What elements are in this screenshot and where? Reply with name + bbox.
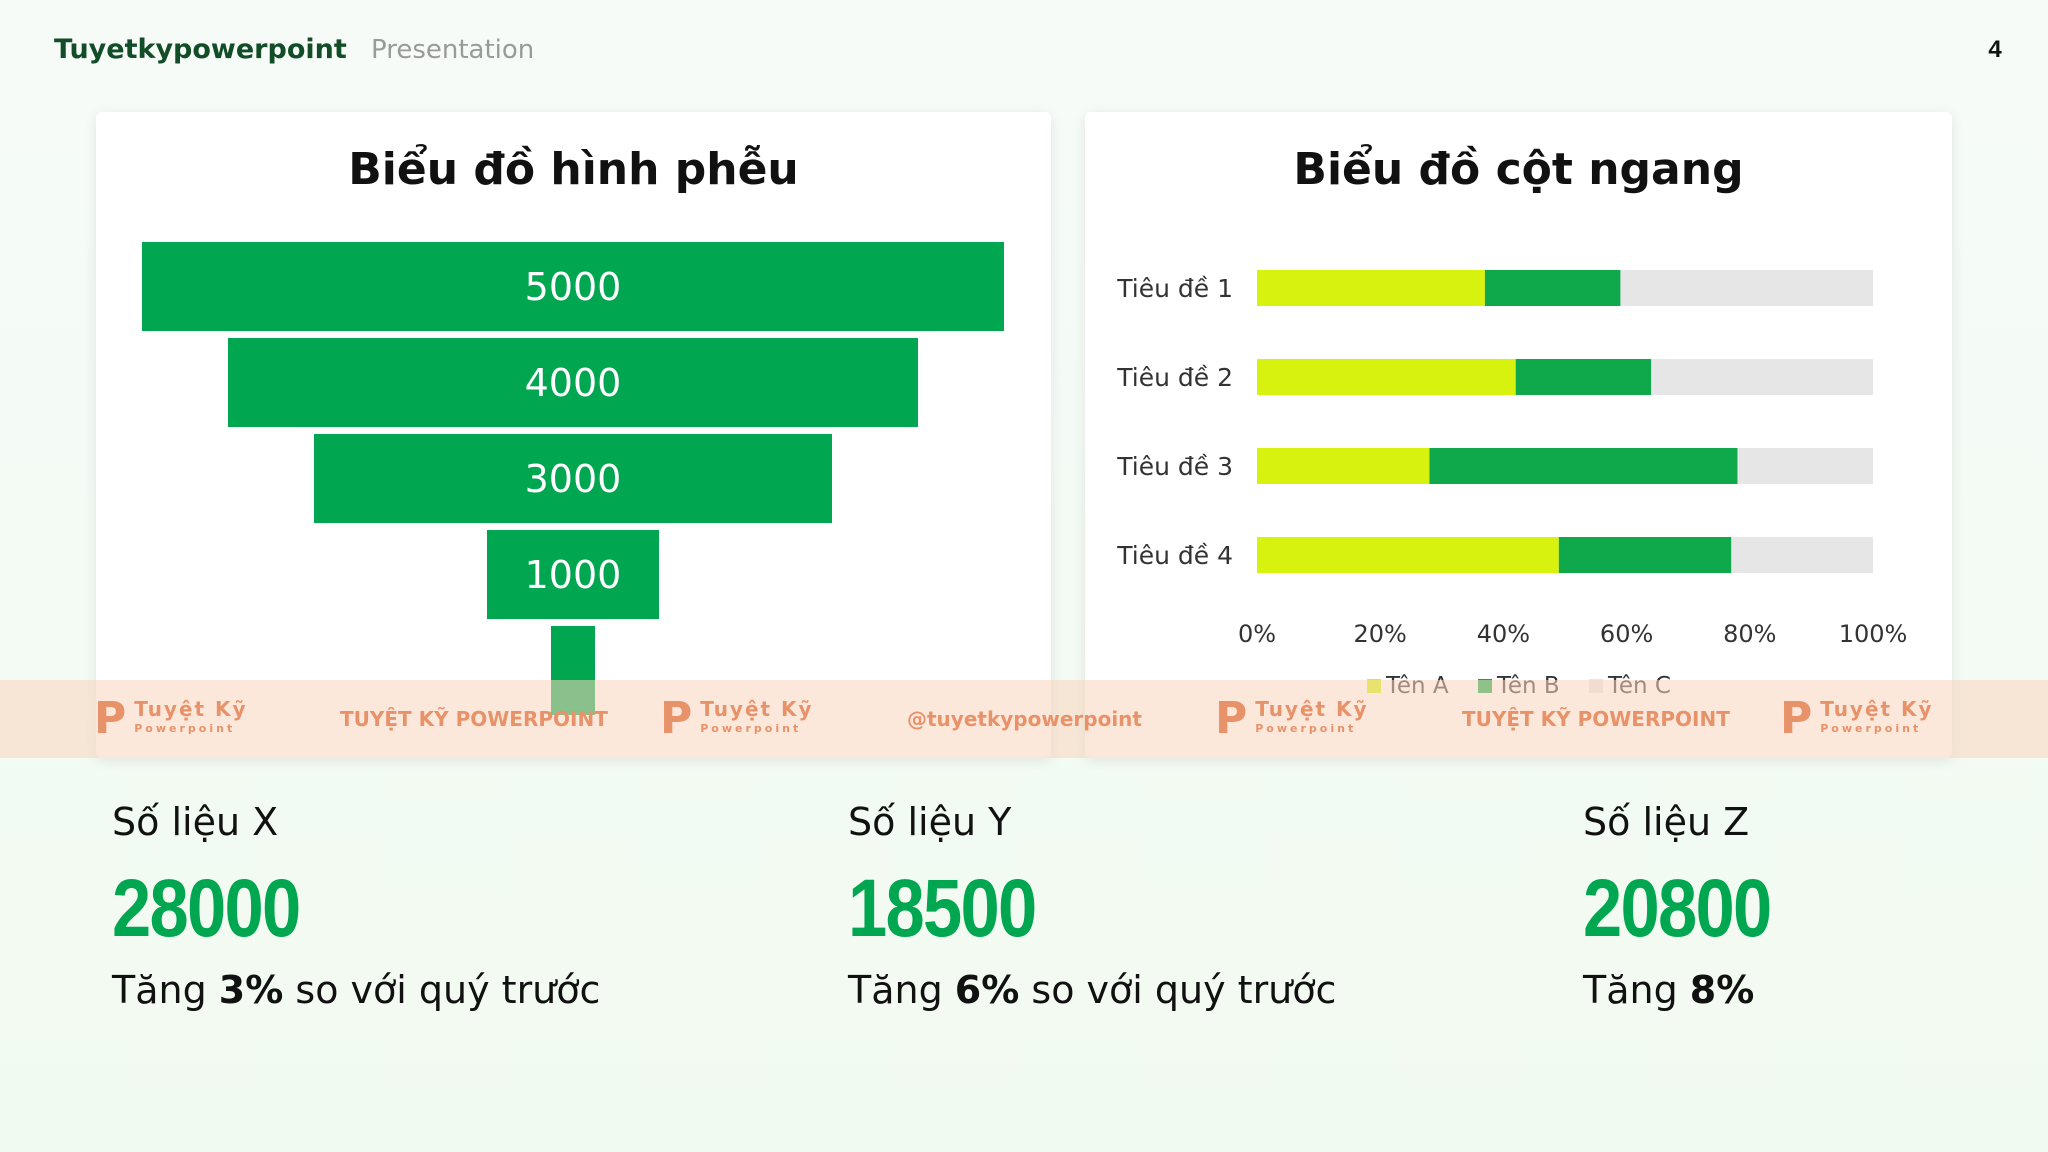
watermark-logo-top: Tuyệt Kỹ — [1820, 697, 1934, 721]
stat-label: Số liệu Y — [848, 800, 1012, 844]
watermark-logo: P Tuyệt Kỹ Powerpoint — [94, 680, 248, 758]
x-tick-label: 60% — [1600, 620, 1653, 648]
category-label: Tiêu đề 3 — [1116, 452, 1233, 481]
bar-chart-card: Biểu đồ cột ngang Tiêu đề 1 Tiêu đề 2 Tiêu… — [1085, 112, 1952, 758]
watermark-text: TUYỆT KỸ POWERPOINT — [340, 707, 608, 731]
stat-x: Số liệu X 28000 Tăng 3% so với quý trước — [112, 800, 600, 1012]
stat-value: 18500 — [848, 863, 1037, 954]
x-tick-label: 40% — [1477, 620, 1530, 648]
brand-name: Tuyetkypowerpoint — [54, 34, 347, 65]
stat-label: Số liệu X — [112, 800, 279, 844]
stat-label: Số liệu Z — [1583, 800, 1750, 844]
watermark-logo: P Tuyệt Kỹ Powerpoint — [1215, 680, 1369, 758]
bar-segment — [1257, 270, 1485, 306]
watermark-p-icon: P — [94, 693, 127, 744]
stat-value: 28000 — [112, 863, 301, 954]
watermark-strip: P Tuyệt Kỹ Powerpoint TUYỆT KỸ POWERPOINT… — [0, 680, 2048, 758]
page-number: 4 — [1988, 36, 2002, 63]
funnel-chart-card: Biểu đồ hình phễu 5000 4000 3000 1000 — [96, 112, 1051, 758]
x-tick-label: 20% — [1354, 620, 1407, 648]
funnel-bar: 3000 — [314, 434, 832, 523]
watermark-text: TUYỆT KỸ POWERPOINT — [1462, 707, 1730, 731]
category-label: Tiêu đề 4 — [1116, 541, 1233, 570]
watermark-logo-bottom: Powerpoint — [1255, 722, 1357, 735]
watermark-logo: P Tuyệt Kỹ Powerpoint — [1780, 680, 1934, 758]
watermark-logo-bottom: Powerpoint — [700, 722, 802, 735]
funnel-bar: 5000 — [142, 242, 1004, 331]
watermark-logo-top: Tuyệt Kỹ — [134, 697, 248, 721]
bar-chart-title: Biểu đồ cột ngang — [1293, 144, 1744, 195]
presentation-label: Presentation — [371, 35, 535, 65]
bar-segment — [1257, 359, 1516, 395]
stat-value: 20800 — [1583, 863, 1772, 954]
watermark-logo-top: Tuyệt Kỹ — [700, 697, 814, 721]
watermark-p-icon: P — [1780, 693, 1813, 744]
bar-segment — [1731, 537, 1873, 573]
bar-segment — [1429, 448, 1738, 484]
bar-segment — [1484, 270, 1621, 306]
x-tick-label: 0% — [1238, 620, 1276, 648]
category-label: Tiêu đề 2 — [1116, 363, 1233, 392]
bar-chart: Tiêu đề 1 Tiêu đề 2 Tiêu đề 3 Tiêu đề 4 0% 20… — [1116, 270, 1908, 699]
funnel-bar: 1000 — [486, 530, 660, 619]
watermark-logo-top: Tuyệt Kỹ — [1255, 697, 1369, 721]
x-tick-label: 80% — [1723, 620, 1776, 648]
funnel-chart-title: Biểu đồ hình phễu — [348, 144, 799, 195]
bar-segment — [1257, 448, 1430, 484]
stat-z: Số liệu Z 20800 Tăng 8% — [1583, 800, 1801, 1012]
x-tick-label: 100% — [1839, 620, 1908, 648]
bar-segment — [1558, 537, 1732, 573]
bar-segment — [1515, 359, 1652, 395]
watermark-logo: P Tuyệt Kỹ Powerpoint — [660, 680, 814, 758]
stat-description: Tăng 6% so với quý trước — [848, 968, 1337, 1012]
bar-segment — [1620, 270, 1873, 306]
bar-segment — [1651, 359, 1873, 395]
stat-description: Tăng 8% — [1583, 968, 1755, 1012]
bar-segment — [1737, 448, 1873, 484]
watermark-logo-bottom: Powerpoint — [1820, 722, 1922, 735]
funnel-bar: 4000 — [228, 338, 918, 427]
watermark-handle: @tuyetkypowerpoint — [907, 707, 1142, 731]
watermark-p-icon: P — [1215, 693, 1248, 744]
watermark-logo-bottom: Powerpoint — [134, 722, 236, 735]
category-label: Tiêu đề 1 — [1116, 274, 1233, 303]
stat-y: Số liệu Y 18500 Tăng 6% so với quý trước — [848, 800, 1336, 1012]
watermark-p-icon: P — [660, 693, 693, 744]
bar-segment — [1257, 537, 1559, 573]
stat-description: Tăng 3% so với quý trước — [112, 968, 601, 1012]
